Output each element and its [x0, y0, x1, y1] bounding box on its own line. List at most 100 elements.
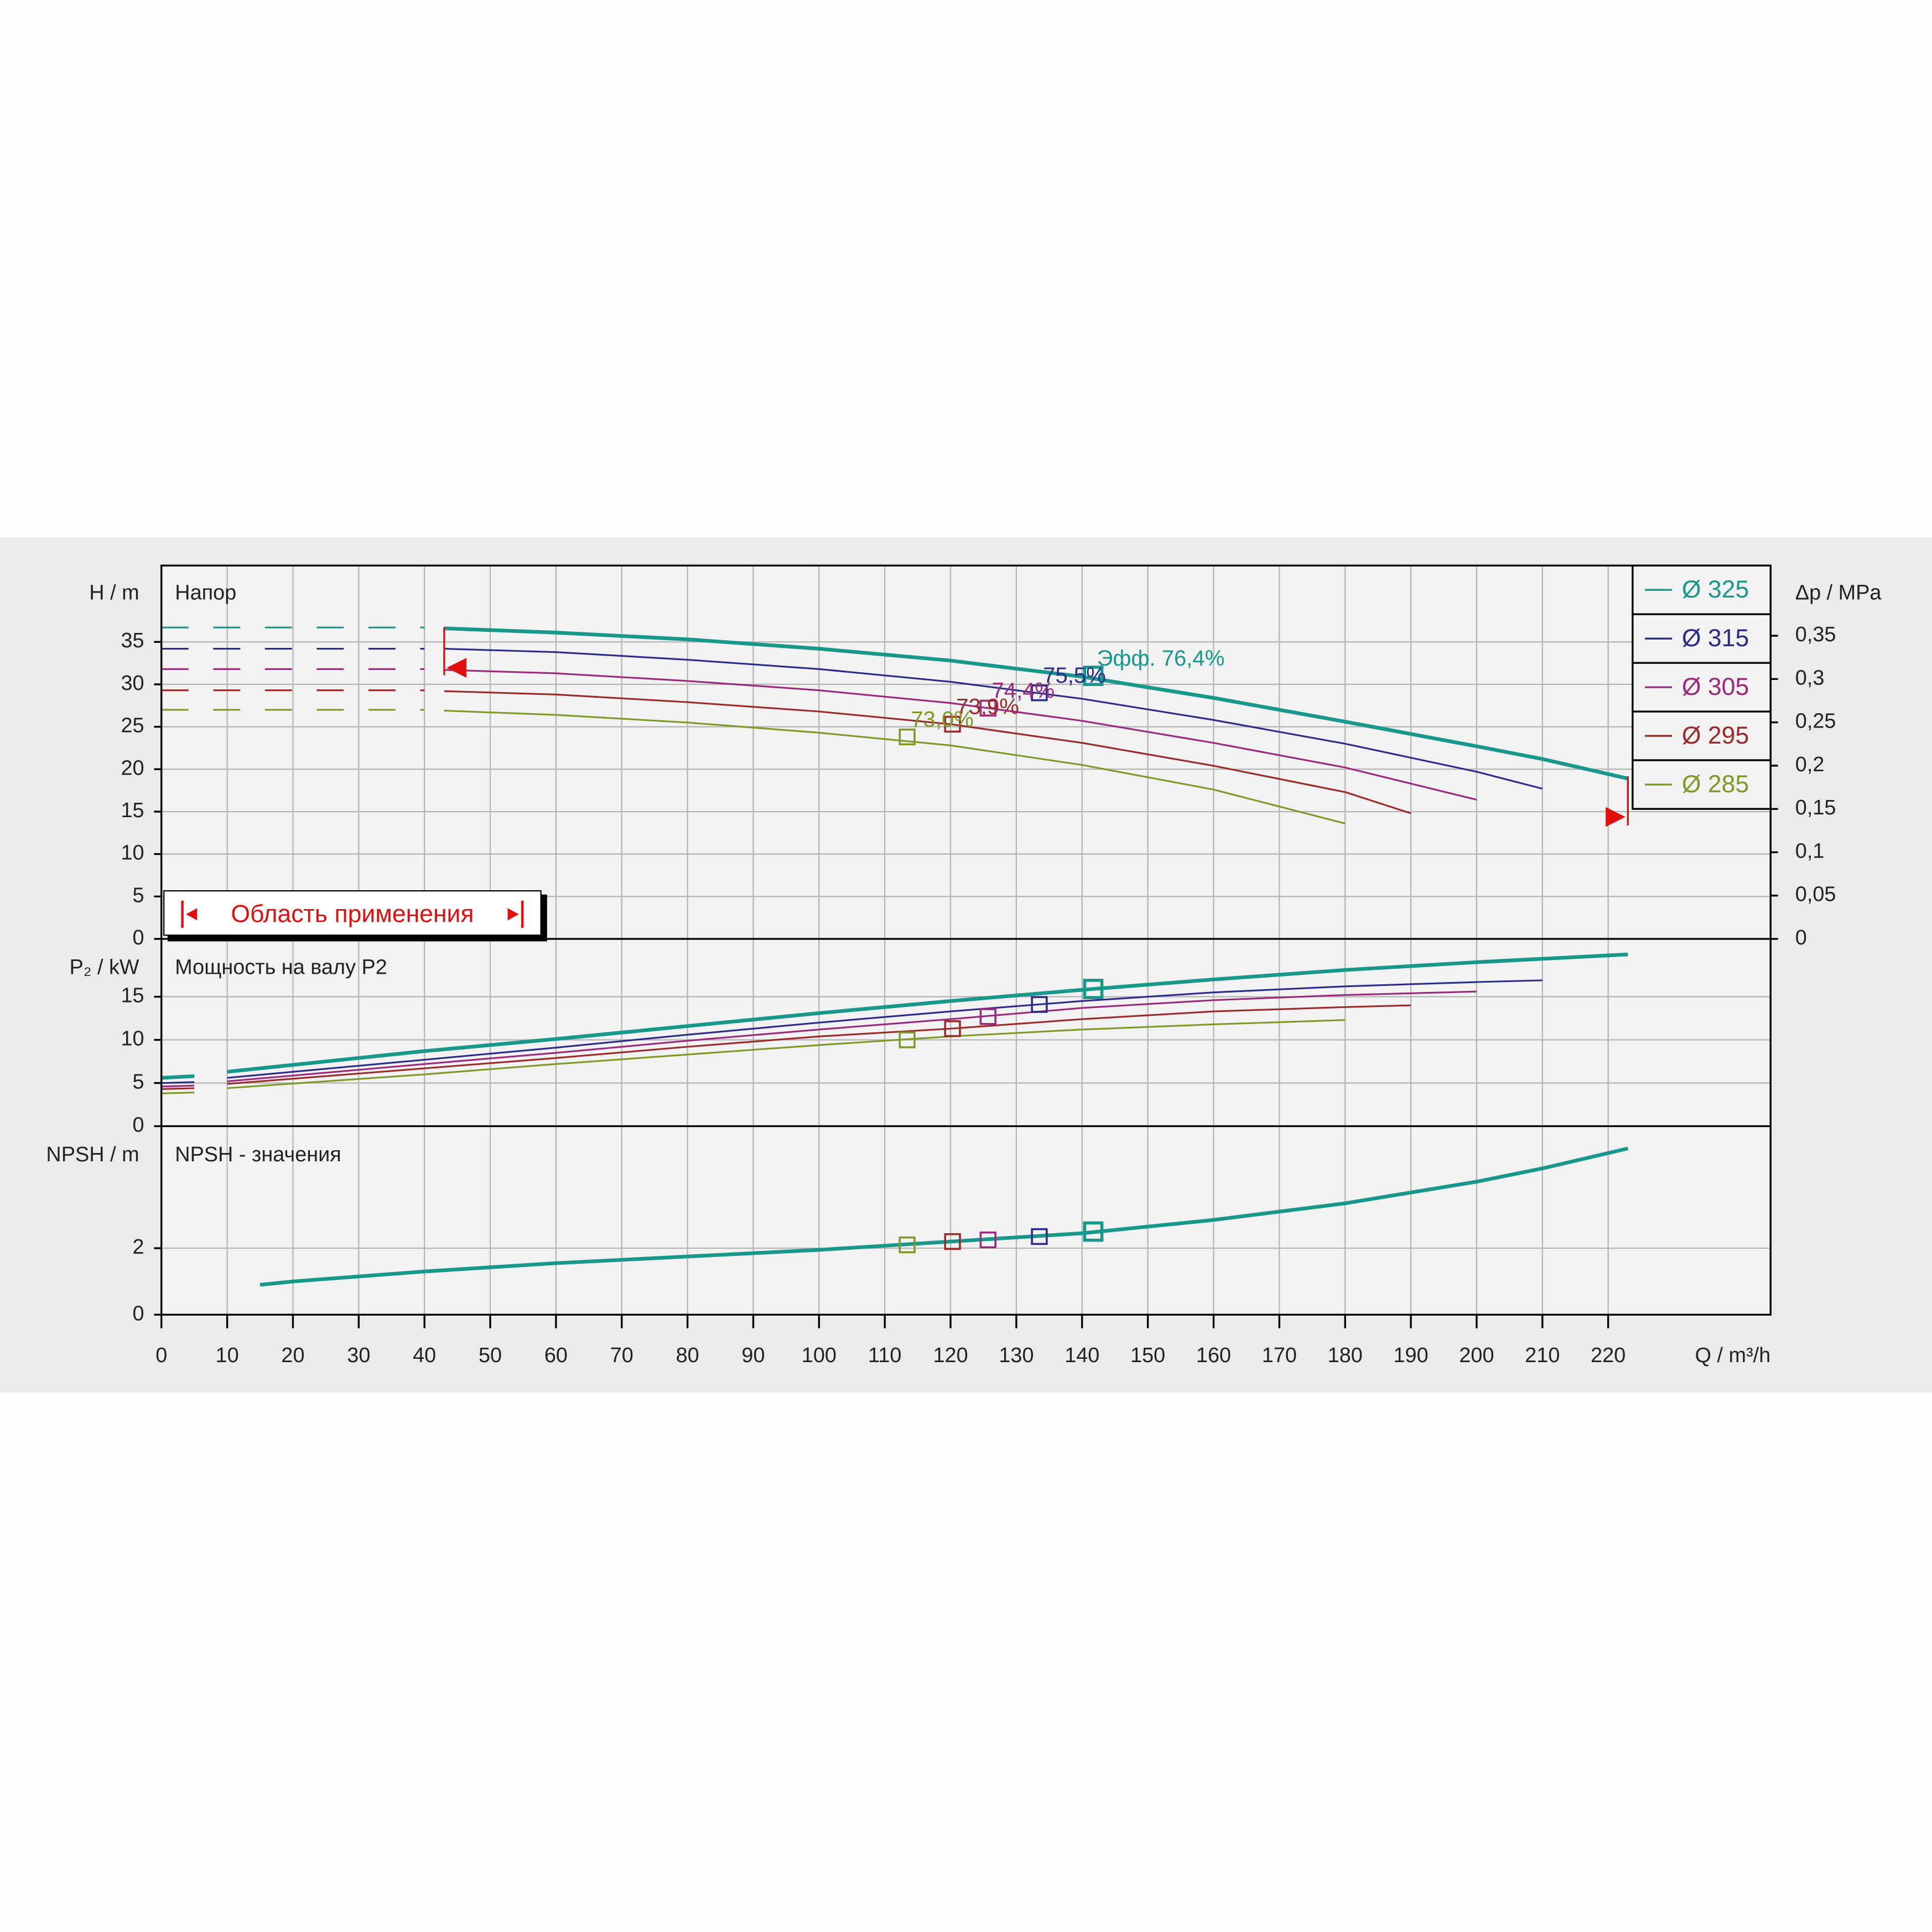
- y-tick-label: 25: [121, 714, 144, 738]
- x-tick-label: 180: [1328, 1344, 1363, 1367]
- y2-tick-label: 0: [1795, 926, 1807, 949]
- x-tick-label: 200: [1459, 1344, 1494, 1367]
- application-box: Область применения: [163, 890, 547, 942]
- curve: [444, 690, 1411, 814]
- curve: [227, 952, 1628, 1074]
- x-tick-label: 0: [155, 1344, 167, 1367]
- curve: [227, 1004, 1411, 1085]
- x-tick-label: 40: [413, 1344, 436, 1367]
- x-tick-label: 60: [544, 1344, 568, 1367]
- application-arrow: [1606, 807, 1625, 827]
- x-tick-label: 10: [216, 1344, 239, 1367]
- x-tick-label: 190: [1394, 1344, 1429, 1367]
- x-tick-label: 120: [933, 1344, 968, 1367]
- curve: [259, 1146, 1629, 1287]
- y-axis-label: NPSH / m: [46, 1143, 139, 1166]
- curve: [227, 1019, 1346, 1089]
- x-axis-label: Q / m³/h: [1695, 1344, 1771, 1367]
- panel-title: NPSH - значения: [175, 1143, 341, 1166]
- curve: [444, 626, 1629, 781]
- y-tick-label: 10: [121, 1027, 144, 1051]
- y2-axis-label: Δp / MPa: [1795, 581, 1882, 604]
- x-tick-label: 170: [1262, 1344, 1297, 1367]
- x-tick-label: 70: [610, 1344, 633, 1367]
- efficiency-label: 73,9%: [956, 695, 1019, 719]
- y-tick-label: 30: [121, 672, 144, 695]
- legend-label: Ø 325: [1682, 576, 1749, 603]
- y-tick-label: 15: [121, 984, 144, 1007]
- bep-marker: [1031, 684, 1048, 702]
- application-label: Область применения: [231, 900, 474, 927]
- curve: [161, 1081, 195, 1084]
- curve: [444, 647, 1543, 790]
- y-tick-label: 5: [133, 1071, 144, 1094]
- panel-title: Напор: [175, 581, 236, 604]
- y-tick-label: 5: [133, 884, 144, 907]
- x-tick-label: 90: [741, 1344, 765, 1367]
- x-tick-label: 110: [868, 1344, 901, 1367]
- curve: [161, 1092, 195, 1094]
- x-tick-label: 160: [1196, 1344, 1231, 1367]
- plot-frame: [160, 564, 1772, 1316]
- curve: [227, 990, 1477, 1082]
- bep-marker: [979, 699, 996, 717]
- grid: [154, 565, 1778, 1316]
- curve: [444, 669, 1477, 801]
- bep-marker: [944, 1233, 961, 1250]
- y-tick-label: 20: [121, 756, 144, 780]
- bep-marker: [979, 1231, 996, 1249]
- y-tick-label: 35: [121, 629, 144, 652]
- y-axis-label: P₂ / kW: [70, 955, 139, 979]
- legend: Ø 325 Ø 315 Ø 305 Ø 295 Ø 285: [1632, 564, 1772, 810]
- bep-marker: [1031, 1228, 1048, 1245]
- curve: [161, 1074, 195, 1080]
- y2-tick-label: 0,3: [1795, 666, 1825, 689]
- legend-cell: [1632, 710, 1772, 761]
- y2-tick-label: 0,2: [1795, 753, 1825, 776]
- y-tick-label: 10: [121, 842, 144, 865]
- y2-tick-label: 0,05: [1795, 883, 1836, 906]
- legend-label: Ø 305: [1682, 673, 1749, 700]
- x-tick-label: 140: [1064, 1344, 1099, 1367]
- y-axis-label: H / m: [89, 581, 139, 604]
- legend-label: Ø 295: [1682, 722, 1749, 749]
- bep-marker: [899, 1031, 916, 1048]
- y-tick-label: 15: [121, 799, 144, 822]
- curve: [161, 1084, 195, 1088]
- y2-tick-label: 0,25: [1795, 710, 1836, 733]
- bep-marker: [944, 1020, 961, 1037]
- panel-title: Мощность на валу P2: [175, 955, 387, 979]
- x-tick-label: 30: [347, 1344, 370, 1367]
- bep-marker: [979, 1008, 996, 1025]
- bep-marker: [1031, 996, 1048, 1013]
- legend-cell: [1632, 564, 1772, 615]
- curve: [161, 1087, 195, 1090]
- x-tick-label: 150: [1130, 1344, 1165, 1367]
- x-tick-label: 220: [1591, 1344, 1625, 1367]
- x-tick-label: 20: [281, 1344, 304, 1367]
- curve: [444, 709, 1346, 824]
- x-tick-label: 50: [479, 1344, 502, 1367]
- bep-marker: [1083, 1221, 1104, 1242]
- x-tick-label: 210: [1525, 1344, 1560, 1367]
- bep-marker: [1083, 666, 1104, 686]
- bep-marker: [899, 1236, 916, 1254]
- legend-label: Ø 315: [1682, 625, 1749, 652]
- bep-marker: [899, 728, 916, 746]
- application-arrow: [446, 658, 466, 678]
- bep-marker: [1083, 979, 1104, 999]
- y-tick-label: 0: [133, 926, 144, 949]
- efficiency-label: 73,0%: [911, 708, 974, 732]
- curve: [227, 979, 1543, 1079]
- y2-tick-label: 0,1: [1795, 839, 1825, 863]
- marks: Эфф. 76,4%75,5%74,4%73,9%73,0%: [161, 626, 1629, 1287]
- efficiency-label: 74,4%: [991, 679, 1055, 703]
- arrow-head: [186, 908, 198, 921]
- x-tick-label: 130: [999, 1344, 1033, 1367]
- legend-label: Ø 285: [1682, 771, 1749, 798]
- y-tick-label: 2: [133, 1235, 144, 1259]
- efficiency-label: Эфф. 76,4%: [1097, 646, 1225, 671]
- arrow-head: [507, 908, 519, 921]
